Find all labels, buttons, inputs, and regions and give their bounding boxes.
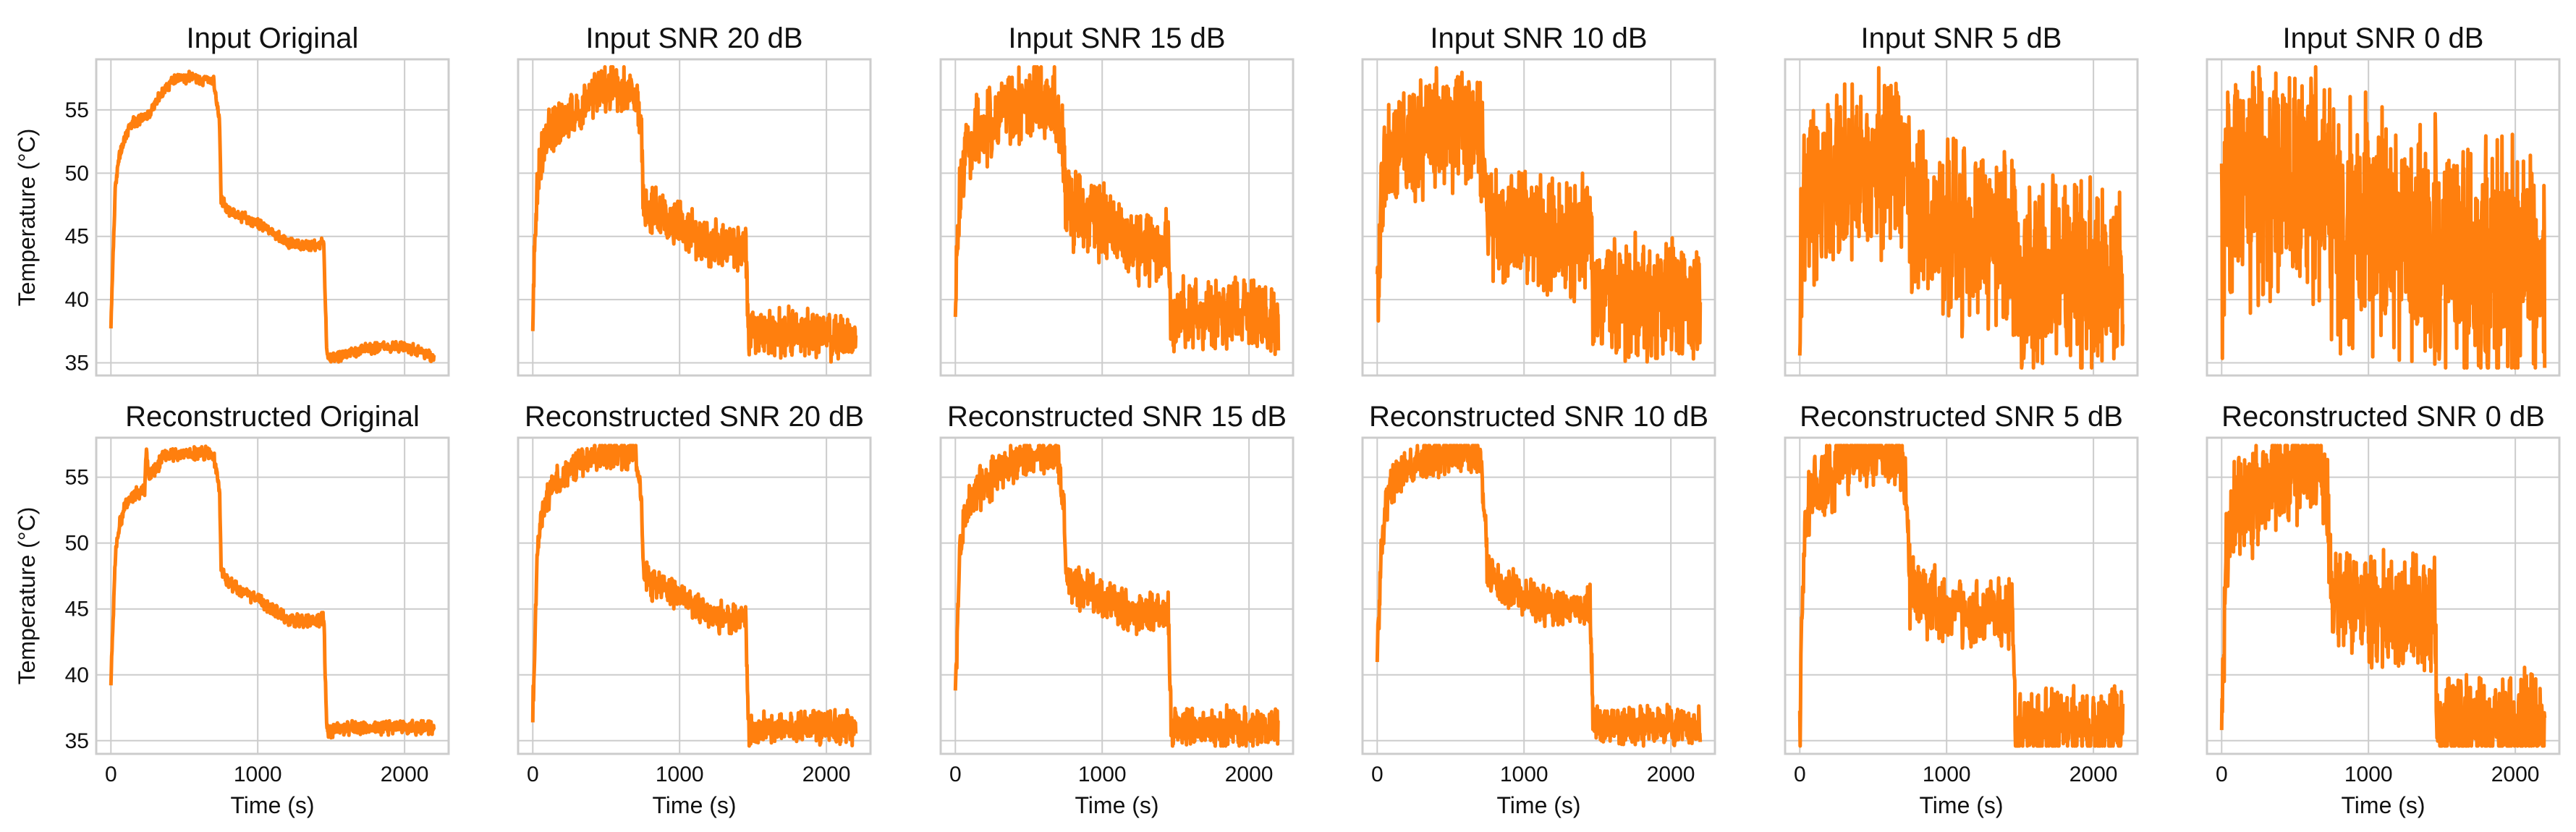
x-axis-label: Time (s) — [1496, 792, 1580, 818]
chart-title: Input SNR 15 dB — [1008, 22, 1225, 54]
chart-panel: Input SNR 20 dB — [517, 22, 872, 377]
axes-frame — [1361, 58, 1716, 377]
y-tick-label: 45 — [65, 225, 89, 249]
series-line — [109, 444, 436, 740]
x-tick-label: 0 — [1371, 763, 1384, 786]
axes-frame — [517, 58, 872, 377]
chart-title: Reconstructed SNR 0 dB — [2221, 401, 2545, 433]
x-tick-label: 0 — [527, 763, 539, 786]
series-line — [109, 69, 436, 364]
chart-panel: Input SNR 0 dB — [2206, 22, 2561, 377]
axes-frame — [1361, 436, 1716, 755]
axes-frame — [2206, 58, 2561, 377]
y-tick-label: 45 — [65, 598, 89, 621]
axes-frame — [95, 58, 450, 377]
chart-title: Reconstructed SNR 5 dB — [1800, 401, 2123, 433]
y-axis-label: Temperature (°C) — [14, 507, 40, 685]
series-line — [2219, 65, 2547, 370]
x-tick-label: 0 — [1794, 763, 1806, 786]
chart-title: Input SNR 5 dB — [1861, 22, 2062, 54]
x-tick-label: 1000 — [656, 763, 704, 786]
x-tick-label: 1000 — [1923, 763, 1971, 786]
x-tick-label: 2000 — [381, 763, 429, 786]
chart-panel: Input SNR 10 dB — [1361, 22, 1716, 377]
series-line — [1375, 443, 1703, 748]
y-tick-label: 50 — [65, 161, 89, 185]
y-tick-label: 40 — [65, 288, 89, 312]
chart-panel: Reconstructed Original 35 40 45 50 55 0 1000 200… — [14, 401, 450, 818]
y-tick-label: 55 — [65, 466, 89, 490]
x-tick-label: 2000 — [2491, 763, 2540, 786]
x-axis-label: Time (s) — [1919, 792, 2003, 818]
axes-frame — [1784, 436, 2139, 755]
series-line — [953, 65, 1281, 357]
y-tick-label: 55 — [65, 98, 89, 122]
chart-title: Reconstructed SNR 10 dB — [1369, 401, 1708, 433]
series-line — [1797, 443, 2125, 748]
x-tick-label: 2000 — [2069, 763, 2118, 786]
y-tick-label: 35 — [65, 352, 89, 375]
y-tick-label: 35 — [65, 729, 89, 753]
axes-frame — [517, 436, 872, 755]
chart-title: Input Original — [187, 22, 359, 54]
axes-frame — [95, 436, 450, 755]
chart-panel: Input Original 35 40 45 50 55 Temperature (°C) — [14, 22, 450, 377]
x-tick-label: 1000 — [2344, 763, 2393, 786]
x-axis-label: Time (s) — [230, 792, 314, 818]
chart-title: Reconstructed Original — [125, 401, 420, 433]
y-axis-label: Temperature (°C) — [14, 129, 40, 307]
axes-frame — [1784, 58, 2139, 377]
chart-title: Reconstructed SNR 20 dB — [525, 401, 864, 433]
series-line — [1375, 66, 1703, 364]
series-line — [530, 443, 858, 748]
x-tick-label: 2000 — [1225, 763, 1274, 786]
x-tick-label: 2000 — [1647, 763, 1695, 786]
chart-panel: Reconstructed SNR 20 dB 0 1000 2000 Time (s) — [517, 401, 872, 818]
x-tick-label: 1000 — [1078, 763, 1127, 786]
x-axis-label: Time (s) — [2341, 792, 2425, 818]
chart-title: Input SNR 10 dB — [1430, 22, 1647, 54]
series-line — [2219, 443, 2547, 748]
x-tick-label: 1000 — [1500, 763, 1548, 786]
series-line — [1797, 66, 2125, 370]
x-axis-label: Time (s) — [1075, 792, 1158, 818]
chart-title: Reconstructed SNR 15 dB — [947, 401, 1287, 433]
series-line — [953, 443, 1280, 748]
chart-panel: Input SNR 15 dB — [939, 22, 1295, 377]
x-tick-label: 0 — [105, 763, 117, 786]
axes-frame — [939, 58, 1295, 377]
chart-title: Input SNR 20 dB — [585, 22, 802, 54]
chart-title: Input SNR 0 dB — [2283, 22, 2484, 54]
chart-panel: Reconstructed SNR 5 dB 0 1000 2000 Time (s) — [1784, 401, 2139, 818]
series-line — [530, 65, 858, 364]
y-tick-label: 50 — [65, 532, 89, 556]
chart-panel: Reconstructed SNR 0 dB 0 1000 2000 Time (s) — [2206, 401, 2561, 818]
x-tick-label: 1000 — [234, 763, 282, 786]
x-tick-label: 0 — [2216, 763, 2228, 786]
y-tick-label: 40 — [65, 663, 89, 687]
x-tick-label: 2000 — [802, 763, 851, 786]
x-tick-label: 0 — [949, 763, 962, 786]
x-axis-label: Time (s) — [652, 792, 736, 818]
chart-panel: Reconstructed SNR 10 dB 0 1000 2000 Time (s) — [1361, 401, 1716, 818]
chart-panel: Input SNR 5 dB — [1784, 22, 2139, 377]
chart-panel: Reconstructed SNR 15 dB 0 1000 2000 Time (s) — [939, 401, 1295, 818]
axes-frame — [2206, 436, 2561, 755]
axes-frame — [939, 436, 1295, 755]
